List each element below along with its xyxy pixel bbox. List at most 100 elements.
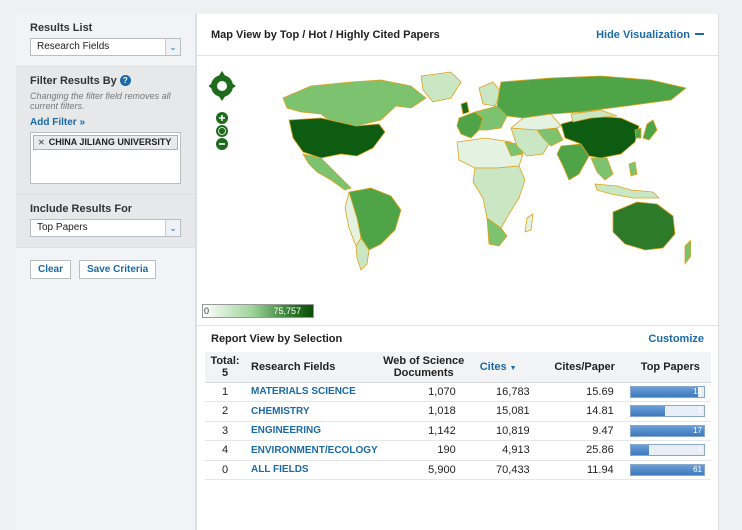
top-papers-bar[interactable]: 8 [630, 405, 705, 418]
filter-title-row: Filter Results By? [30, 75, 181, 87]
results-list-value: Research Fields [37, 41, 110, 52]
row-number: 3 [205, 421, 245, 441]
help-icon[interactable]: ? [119, 75, 131, 86]
top-papers-value: 4 [697, 445, 702, 455]
map-region-mongolia [570, 109, 618, 123]
map-region-uk [460, 101, 470, 115]
main-panel: Map View by Top / Hot / Highly Cited Pap… [196, 14, 719, 530]
map-region-indonesia [594, 183, 660, 199]
row-field-cell: CHEMISTRY [245, 401, 378, 422]
hide-visualization-link[interactable]: Hide Visualization [596, 29, 704, 41]
map-region-korea [634, 127, 642, 139]
remove-filter-icon[interactable]: ✕ [38, 138, 45, 147]
total-header: Total: 5 [205, 352, 245, 383]
hide-visualization-label: Hide Visualization [596, 28, 690, 41]
research-field-link[interactable]: ALL FIELDS [251, 464, 309, 476]
results-list-select[interactable]: Research Fields ⌄ [30, 38, 181, 56]
map-color-legend: 0 75,757 [202, 304, 314, 318]
row-cites-per-paper: 25.86 [539, 440, 630, 461]
row-cites-per-paper: 9.47 [539, 421, 630, 441]
results-list-section: Results List Research Fields ⌄ [16, 14, 195, 67]
active-filters-box: ✕ CHINA JILIANG UNIVERSITY [30, 132, 181, 184]
zoom-out-icon[interactable] [216, 138, 228, 150]
report-table-body: 1 MATERIALS SCIENCE 1,070 16,783 15.69 1… [205, 382, 711, 480]
map-navigation[interactable] [209, 68, 237, 198]
table-row: 1 MATERIALS SCIENCE 1,070 16,783 15.69 1… [205, 382, 711, 402]
map-region-central-asia [510, 113, 562, 131]
map-region-canada [282, 79, 427, 127]
cites-sort-label[interactable]: Cites ▼ [480, 361, 517, 373]
map-title: Map View by Top / Hot / Highly Cited Pap… [211, 28, 440, 41]
report-title: Report View by Selection [211, 333, 343, 345]
chevron-down-icon[interactable]: ⌄ [165, 220, 180, 236]
top-papers-bar[interactable]: 4 [630, 444, 705, 457]
map-region-south-africa [486, 217, 508, 247]
add-filter-link[interactable]: Add Filter » [30, 117, 86, 128]
map-region-madagascar [524, 213, 534, 233]
report-header: Report View by Selection Customize [197, 326, 718, 352]
top-papers-bar-fill [631, 425, 704, 436]
pan-control-icon[interactable] [209, 71, 236, 101]
top-papers-bar[interactable]: 61 [630, 463, 705, 476]
globe-icon[interactable] [216, 125, 228, 137]
map-header: Map View by Top / Hot / Highly Cited Pap… [197, 14, 718, 56]
results-list-title: Results List [30, 22, 93, 34]
cites-per-paper-header[interactable]: Cites/Paper [539, 352, 630, 383]
map-region-china [560, 115, 640, 159]
row-top-papers: 14 [629, 382, 711, 402]
top-papers-bar[interactable]: 17 [630, 424, 705, 437]
row-number: 0 [205, 460, 245, 480]
row-wos-documents: 1,142 [377, 421, 470, 441]
top-papers-value: 17 [693, 425, 702, 435]
research-field-link[interactable]: ENGINEERING [251, 425, 322, 437]
row-field-cell: MATERIALS SCIENCE [245, 382, 378, 402]
top-papers-header[interactable]: Top Papers [629, 352, 711, 383]
row-cites: 15,081 [469, 401, 540, 422]
total-count: 5 [221, 366, 229, 379]
report-table: Total: 5 Research Fields Web of Science D… [205, 352, 711, 480]
table-row: 0 ALL FIELDS 5,900 70,433 11.94 61 [205, 460, 711, 480]
research-field-link[interactable]: MATERIALS SCIENCE [251, 386, 356, 398]
table-row: 2 CHEMISTRY 1,018 15,081 14.81 8 [205, 401, 711, 422]
top-papers-bar-fill [631, 406, 666, 417]
table-row: 3 ENGINEERING 1,142 10,819 9.47 17 [205, 421, 711, 441]
map-region-greenland [420, 71, 462, 103]
row-wos-documents: 1,070 [377, 382, 470, 402]
wos-documents-header[interactable]: Web of Science Documents [377, 352, 470, 383]
row-field-cell: ENGINEERING [245, 421, 378, 441]
map-region-japan [642, 119, 658, 141]
row-field-cell: ALL FIELDS [245, 460, 378, 480]
row-field-cell: ENVIRONMENT/ECOLOGY [245, 440, 378, 461]
filter-chip-label: CHINA JILIANG UNIVERSITY [48, 137, 172, 147]
row-top-papers: 4 [629, 440, 711, 461]
map-region-russia [496, 75, 687, 119]
cites-header[interactable]: Cites ▼ [469, 352, 540, 383]
clear-button[interactable]: Clear [30, 260, 72, 279]
row-cites: 4,913 [469, 440, 540, 461]
customize-link[interactable]: Customize [648, 333, 704, 345]
row-cites: 70,433 [469, 460, 540, 480]
row-wos-documents: 5,900 [377, 460, 470, 480]
world-map[interactable] [261, 68, 691, 273]
top-papers-bar[interactable]: 14 [630, 385, 705, 398]
research-fields-header[interactable]: Research Fields [245, 352, 378, 383]
top-papers-bar-fill [631, 386, 699, 397]
map-region-se-asia [590, 157, 614, 181]
map-region-australia [612, 201, 676, 251]
chevron-down-icon[interactable]: ⌄ [165, 39, 180, 55]
research-field-link[interactable]: CHEMISTRY [251, 405, 310, 417]
cites-label: Cites [479, 360, 507, 373]
filter-sidebar: Results List Research Fields ⌄ Filter Re… [16, 14, 196, 530]
top-papers-bar-fill [631, 464, 704, 475]
research-field-link[interactable]: ENVIRONMENT/ECOLOGY [251, 444, 378, 456]
row-number: 2 [205, 401, 245, 422]
include-results-section: Include Results For Top Papers ⌄ [16, 195, 195, 248]
world-map-area: 0 75,757 [197, 56, 718, 326]
row-top-papers: 8 [629, 401, 711, 422]
zoom-in-icon[interactable] [216, 112, 228, 124]
map-region-new-zealand [684, 239, 691, 265]
save-criteria-button[interactable]: Save Criteria [79, 260, 157, 279]
map-region-philippines [628, 161, 638, 177]
include-results-select[interactable]: Top Papers ⌄ [30, 219, 181, 237]
table-row: 4 ENVIRONMENT/ECOLOGY 190 4,913 25.86 4 [205, 440, 711, 461]
